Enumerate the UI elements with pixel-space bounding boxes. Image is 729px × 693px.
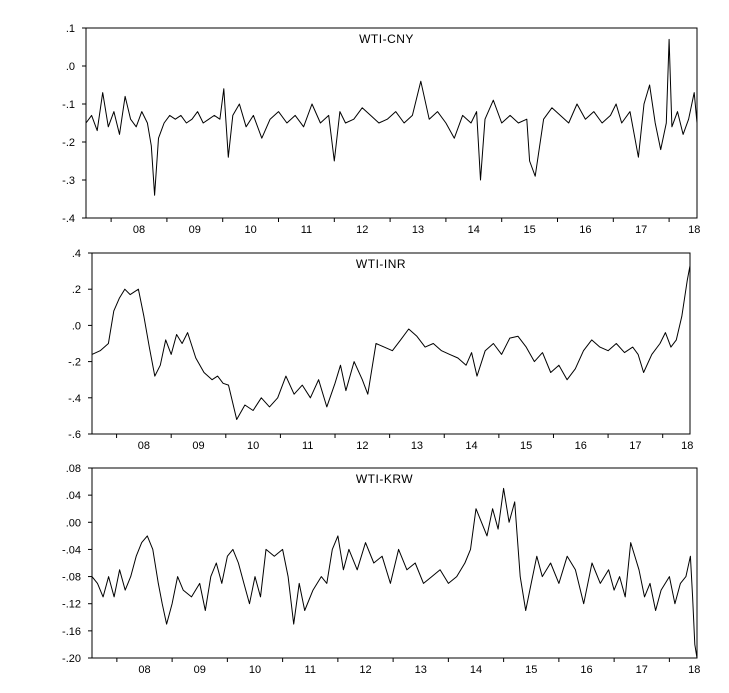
- x-tick-label: 13: [411, 440, 423, 452]
- x-tick-label: 17: [636, 664, 648, 676]
- x-tick-label: 14: [465, 440, 477, 452]
- x-tick-label: 18: [681, 440, 693, 452]
- x-tick-label: 14: [470, 664, 482, 676]
- x-tick-label: 09: [189, 224, 201, 236]
- plot-frame: [91, 467, 698, 659]
- x-tick-label: 15: [520, 440, 532, 452]
- chart-panel-2: .4 .2 .0 -.2 -.4 -.6 08 09 10 11 12 13 14 15 16 17 18 WTI…: [68, 248, 693, 452]
- x-tick-label: 09: [194, 664, 206, 676]
- x-tick-label: 17: [635, 224, 647, 236]
- x-tick-label: 11: [305, 664, 316, 676]
- y-tick-label: -.16: [62, 626, 81, 638]
- x-tick-label: 09: [192, 440, 204, 452]
- x-tick-label: 10: [244, 224, 256, 236]
- y-tick-label: .04: [66, 490, 81, 502]
- y-tick-label: .2: [72, 284, 81, 296]
- x-tick-label: 08: [138, 440, 150, 452]
- y-tick-label: -.4: [62, 213, 75, 225]
- y-tick-label: -.3: [62, 175, 75, 187]
- y-tick-label: .08: [66, 463, 81, 475]
- y-tick-label: -.08: [62, 572, 81, 584]
- y-tick-label: -.2: [68, 357, 81, 369]
- series-line: [91, 487, 698, 659]
- plot-frame: [85, 27, 698, 219]
- x-tick-label: 16: [580, 664, 592, 676]
- y-tick-label: -.20: [62, 653, 81, 665]
- y-tick-label: .00: [66, 517, 81, 529]
- y-tick-label: -.12: [62, 599, 81, 611]
- x-tick-label: 13: [412, 224, 424, 236]
- x-tick-label: 12: [356, 224, 368, 236]
- x-tick-label: 12: [356, 440, 368, 452]
- y-tick-label: -.4: [68, 393, 81, 405]
- y-tick-label: -.2: [62, 137, 75, 149]
- x-tick-label: 15: [523, 224, 535, 236]
- x-tick-label: 17: [629, 440, 641, 452]
- y-tick-label: -.1: [62, 99, 75, 111]
- y-tick-label: .0: [72, 320, 81, 332]
- x-tick-label: 15: [525, 664, 537, 676]
- x-tick-label: 14: [468, 224, 480, 236]
- chart-title: WTI-INR: [356, 257, 406, 271]
- x-tick-label: 08: [133, 224, 145, 236]
- x-tick-label: 16: [575, 440, 587, 452]
- x-tick-label: 08: [138, 664, 150, 676]
- chart-panel-3: .08 .04 .00 -.04 -.08 -.12 -.16 -.20 08 09 10 11 12 1…: [62, 463, 700, 676]
- x-tick-label: 11: [301, 224, 312, 236]
- x-tick-label: 18: [688, 224, 700, 236]
- x-tick-label: 12: [359, 664, 371, 676]
- series-line: [85, 38, 698, 196]
- chart-panel-1: .1 .0 -.1 -.2 -.3 -.4 08 09 10 11 12 13 14 15 16 17 18 WT…: [62, 23, 700, 236]
- x-tick-label: 10: [247, 440, 259, 452]
- y-tick-label: .4: [72, 248, 81, 260]
- x-tick-label: 10: [249, 664, 261, 676]
- chart-title: WTI-KRW: [356, 472, 413, 486]
- x-tick-label: 11: [302, 440, 313, 452]
- y-tick-label: .0: [66, 61, 75, 73]
- y-tick-label: -.6: [68, 429, 81, 441]
- x-tick-label: 13: [415, 664, 427, 676]
- x-tick-label: 18: [688, 664, 700, 676]
- plot-frame: [91, 252, 691, 435]
- x-tick-label: 16: [579, 224, 591, 236]
- y-tick-label: -.04: [62, 544, 81, 556]
- series-line: [91, 265, 691, 420]
- y-tick-label: .1: [66, 23, 75, 35]
- chart-title: WTI-CNY: [359, 32, 414, 46]
